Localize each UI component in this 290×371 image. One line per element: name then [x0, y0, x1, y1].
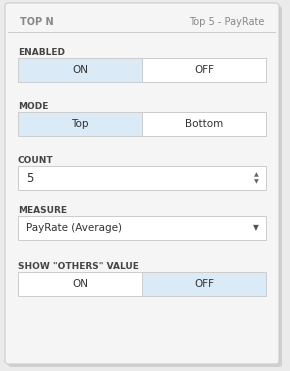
Text: Top: Top — [71, 119, 89, 129]
Bar — [142, 112, 266, 136]
Text: ON: ON — [72, 279, 88, 289]
Text: Top 5 - PayRate: Top 5 - PayRate — [188, 17, 264, 27]
Text: ON: ON — [72, 65, 88, 75]
Text: OFF: OFF — [194, 279, 214, 289]
Bar — [18, 58, 266, 82]
Bar — [18, 166, 266, 190]
Text: MEASURE: MEASURE — [18, 206, 67, 215]
Text: SHOW "OTHERS" VALUE: SHOW "OTHERS" VALUE — [18, 262, 139, 271]
FancyBboxPatch shape — [8, 6, 282, 367]
Text: COUNT: COUNT — [18, 156, 54, 165]
Text: Bottom: Bottom — [185, 119, 223, 129]
Text: OFF: OFF — [194, 65, 214, 75]
Text: TOP N: TOP N — [20, 17, 54, 27]
Text: 5: 5 — [26, 171, 33, 184]
Text: ▼: ▼ — [254, 179, 258, 184]
Bar — [18, 272, 266, 296]
Bar — [18, 112, 266, 136]
Text: MODE: MODE — [18, 102, 48, 111]
Bar — [8, 32, 276, 33]
Text: PayRate (Average): PayRate (Average) — [26, 223, 122, 233]
Text: ENABLED: ENABLED — [18, 48, 65, 57]
Text: ▲: ▲ — [254, 172, 258, 177]
Text: ▼: ▼ — [253, 223, 259, 233]
Bar — [142, 272, 266, 296]
FancyBboxPatch shape — [5, 3, 279, 364]
Bar — [18, 216, 266, 240]
Bar — [142, 58, 266, 82]
